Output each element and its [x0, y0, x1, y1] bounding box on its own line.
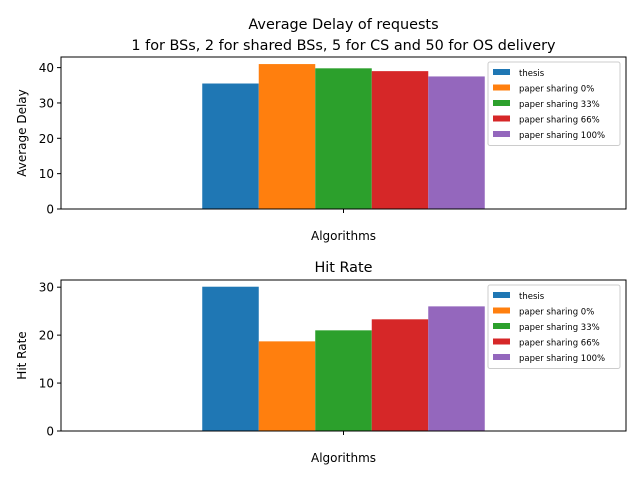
chart2-bar-paper-sharing-66- [371, 319, 429, 431]
chart1-bar-paper-sharing-66- [371, 71, 429, 210]
chart1-bar-paper-sharing-33- [315, 68, 372, 209]
chart2-bar-thesis [202, 286, 259, 431]
chart1-legend-label: paper sharing 0% [519, 85, 594, 95]
chart1-bar-thesis [202, 83, 259, 209]
chart1-ylabel: Average Delay [15, 89, 29, 177]
chart2-bar-paper-sharing-100- [428, 306, 485, 431]
chart1-bar-paper-sharing-0- [258, 64, 316, 210]
chart2-legend-swatch [493, 323, 510, 329]
chart1-legend-swatch [493, 84, 510, 91]
chart2-ytick-label: 30 [39, 281, 54, 295]
chart2-legend-label: paper sharing 33% [519, 323, 600, 333]
chart2-legend-label: paper sharing 100% [519, 354, 605, 364]
chart2-bar-paper-sharing-33- [315, 330, 372, 431]
chart1-ytick-label: 10 [39, 167, 54, 181]
chart1-bar-paper-sharing-100- [428, 76, 485, 209]
chart2-legend-swatch [493, 354, 510, 360]
chart2-ylabel: Hit Rate [15, 331, 29, 379]
chart1-legend-label: thesis [519, 69, 545, 79]
chart1-title-line-2: 1 for BSs, 2 for shared BSs, 5 for CS an… [131, 38, 556, 54]
chart1-legend-label: paper sharing 100% [519, 131, 605, 141]
chart1-xlabel: Algorithms [311, 229, 376, 243]
chart2-ytick-label: 10 [39, 377, 54, 391]
chart2-legend-label: paper sharing 0% [519, 308, 594, 318]
chart2-legend-label: thesis [519, 292, 545, 302]
chart2-xlabel: Algorithms [311, 451, 376, 465]
chart1-title-line-1: Average Delay of requests [248, 17, 438, 33]
chart2-legend-box [487, 284, 621, 369]
chart1-ytick-label: 40 [39, 61, 54, 75]
chart1-legend-label: paper sharing 33% [519, 100, 600, 110]
chart1-legend-box [487, 61, 621, 146]
chart2-legend-swatch [493, 292, 510, 298]
chart1-legend-swatch [493, 69, 510, 75]
chart1-ytick-label: 30 [39, 96, 54, 110]
chart2-ytick-label: 0 [46, 425, 54, 439]
chart1-legend-swatch [493, 100, 510, 106]
chart1-legend-label: paper sharing 66% [519, 116, 600, 126]
chart2-legend-swatch [493, 307, 510, 314]
chart1-legend-swatch [493, 115, 510, 122]
chart2-bar-paper-sharing-0- [258, 341, 316, 431]
chart1-legend-swatch [493, 131, 510, 137]
chart1-ytick-label: 20 [39, 132, 54, 146]
chart2-legend-swatch [493, 338, 510, 345]
chart2-legend-label: paper sharing 66% [519, 339, 600, 349]
chart2-ytick-label: 20 [39, 329, 54, 343]
chart2-title-line-1: Hit Rate [314, 260, 372, 276]
chart1-ytick-label: 0 [46, 203, 54, 217]
